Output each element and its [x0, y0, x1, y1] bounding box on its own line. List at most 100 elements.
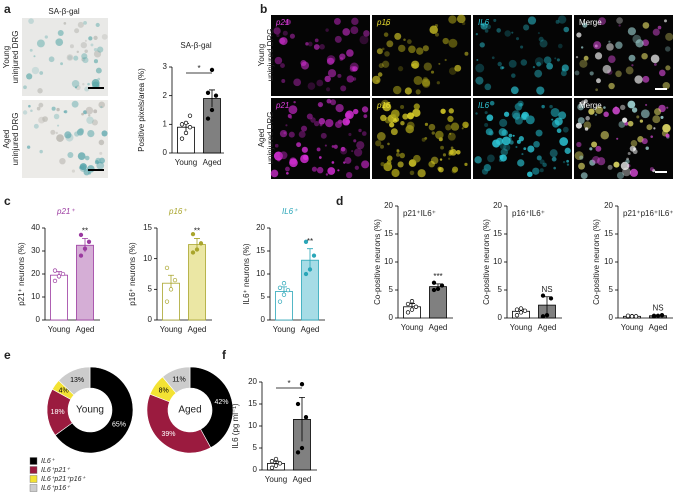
- cell: [429, 25, 438, 35]
- cell: [501, 66, 505, 69]
- cell: [74, 28, 80, 34]
- cell: [325, 173, 329, 176]
- cell: [93, 109, 98, 114]
- channel-label: Merge: [579, 18, 602, 27]
- data-point: [413, 304, 419, 309]
- cell: [423, 62, 432, 71]
- cell: [583, 55, 589, 61]
- y-tick-label: 0: [253, 465, 258, 474]
- cell: [277, 158, 281, 162]
- cell: [56, 134, 64, 142]
- cell: [324, 75, 331, 83]
- cell: [69, 44, 74, 49]
- cell: [411, 63, 414, 67]
- cell: [461, 127, 464, 130]
- cell: [448, 38, 458, 48]
- significance: **: [307, 237, 313, 246]
- cell: [83, 20, 87, 25]
- legend-label: IL6⁺: [41, 458, 56, 465]
- cell: [532, 167, 540, 175]
- y-tick-label: 0: [389, 313, 394, 322]
- cell: [400, 104, 405, 109]
- cell: [26, 145, 31, 149]
- cell: [642, 22, 650, 29]
- cell: [602, 64, 612, 74]
- cell: [442, 37, 449, 45]
- y-tick-label: 5: [148, 284, 153, 293]
- cell: [431, 131, 435, 135]
- cell: [82, 57, 89, 64]
- y-tick-label: 0: [36, 315, 41, 324]
- cell: [492, 139, 501, 148]
- cell: [594, 52, 603, 60]
- cell: [578, 162, 585, 170]
- cell: [533, 140, 540, 148]
- cell: [428, 123, 436, 131]
- cell: [438, 62, 441, 65]
- x-tick-label: Young: [510, 323, 532, 332]
- row-label: Young: [257, 44, 266, 66]
- cell: [538, 36, 544, 42]
- cell: [579, 59, 588, 68]
- chart-title: p16⁺IL6⁺: [512, 209, 545, 218]
- y-tick-label: 15: [384, 229, 393, 238]
- cell: [532, 66, 536, 69]
- cell: [580, 100, 586, 106]
- cell: [100, 105, 103, 109]
- data-point: [60, 271, 66, 277]
- cell: [30, 109, 33, 113]
- cell: [382, 102, 392, 112]
- data-point: [514, 313, 520, 318]
- cell: [340, 147, 348, 155]
- cell: [101, 130, 108, 137]
- y-tick-label: 20: [604, 201, 613, 210]
- cell: [293, 78, 302, 87]
- legend-label: IL6⁺p21⁺: [41, 467, 71, 474]
- data-point: [183, 120, 189, 126]
- cell: [652, 169, 656, 173]
- cell: [77, 152, 86, 161]
- legend-swatch: [29, 475, 38, 483]
- cell: [448, 149, 454, 155]
- y-tick-label: 10: [248, 421, 257, 430]
- cell: [386, 155, 393, 162]
- cell: [642, 75, 650, 83]
- data-point: [303, 271, 309, 277]
- cell: [436, 81, 440, 85]
- data-point: [548, 296, 554, 301]
- cell: [616, 137, 619, 140]
- data-point: [164, 299, 170, 304]
- data-point: [295, 401, 301, 407]
- cell: [372, 75, 381, 85]
- cell: [350, 26, 359, 35]
- channel-label: p16: [376, 18, 391, 27]
- cell: [305, 42, 309, 46]
- cell: [645, 146, 649, 150]
- cell: [286, 171, 289, 175]
- data-point: [187, 125, 193, 130]
- cell: [87, 129, 95, 138]
- y-tick-label: 5: [498, 285, 503, 294]
- cell: [487, 154, 495, 163]
- donut-slice: [189, 366, 234, 449]
- cell: [39, 149, 43, 154]
- cell: [665, 133, 670, 138]
- cell: [598, 17, 606, 25]
- cell: [583, 121, 592, 130]
- cell: [549, 149, 558, 158]
- cell: [511, 110, 521, 119]
- data-point: [277, 461, 283, 466]
- cell: [351, 149, 354, 153]
- cell: [84, 155, 90, 161]
- cell: [342, 117, 350, 126]
- data-point: [655, 313, 661, 318]
- cell: [352, 108, 359, 115]
- cell: [318, 118, 326, 125]
- data-point: [209, 67, 215, 73]
- data-point: [281, 292, 287, 297]
- cell: [517, 159, 525, 167]
- y-tick-label: 15: [143, 223, 152, 232]
- cell: [462, 121, 469, 129]
- legend-label: IL6⁺p21⁺p16⁺: [41, 476, 86, 483]
